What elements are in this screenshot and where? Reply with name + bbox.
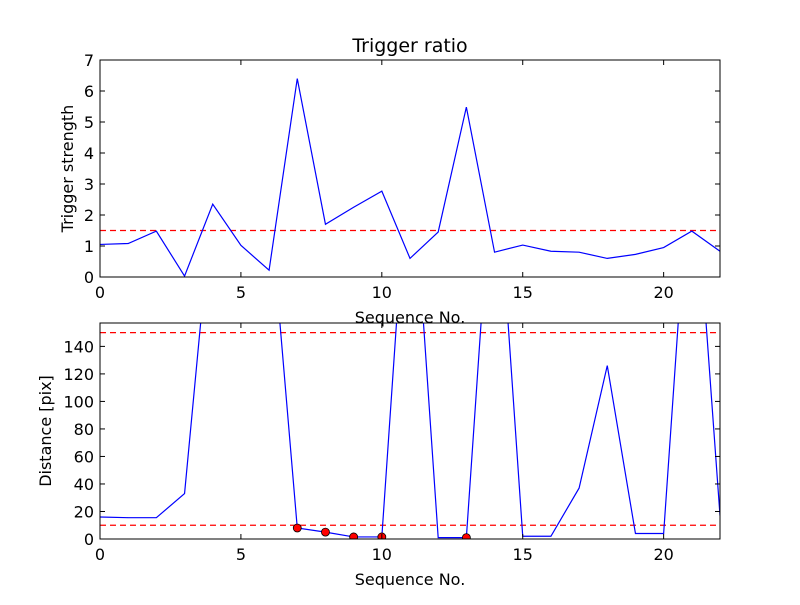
series-line-top-0 bbox=[100, 78, 720, 277]
x-tick-label: 10 bbox=[372, 545, 392, 564]
y-tick-label: 40 bbox=[74, 475, 94, 494]
y-tick-label: 2 bbox=[84, 206, 94, 225]
x-tick-label: 5 bbox=[236, 283, 246, 302]
y-tick-label: 7 bbox=[84, 51, 94, 70]
x-tick-label: 20 bbox=[653, 545, 673, 564]
x-tick-label: 20 bbox=[653, 283, 673, 302]
y-tick-label: 5 bbox=[84, 113, 94, 132]
y-axis-label: Distance [pix] bbox=[36, 375, 55, 487]
axes-frame-bottom bbox=[99, 322, 721, 540]
x-tick-label: 10 bbox=[372, 283, 392, 302]
x-tick-label: 0 bbox=[95, 283, 105, 302]
chart-title: Trigger ratio bbox=[351, 35, 467, 57]
x-tick-label: 5 bbox=[236, 545, 246, 564]
x-axis-label: Sequence No. bbox=[355, 308, 466, 327]
y-axis-label: Trigger strength bbox=[58, 105, 77, 234]
y-tick-label: 6 bbox=[84, 82, 94, 101]
y-tick-label: 100 bbox=[63, 392, 94, 411]
y-tick-label: 80 bbox=[74, 420, 94, 439]
plot-bottom: 0 5 10 15 20 0 20 40 60 80 100 120 140 Sequence No. Di… bbox=[36, 322, 721, 589]
x-tick-label: 15 bbox=[513, 283, 533, 302]
y-tick-label: 4 bbox=[84, 144, 94, 163]
plot-top: 0 5 10 15 20 0 1 2 3 4 5 6 7 Trigger ratio Sequence No… bbox=[58, 35, 721, 327]
y-tick-label: 0 bbox=[84, 530, 94, 549]
x-axis-label: Sequence No. bbox=[355, 570, 466, 589]
data-point-marker bbox=[349, 532, 359, 539]
x-tick-label: 0 bbox=[95, 545, 105, 564]
data-point-marker bbox=[321, 527, 330, 537]
data-point-marker bbox=[461, 533, 471, 539]
x-tick-label: 15 bbox=[513, 545, 533, 564]
data-point-marker bbox=[292, 523, 302, 533]
y-tick-label: 20 bbox=[74, 502, 94, 521]
y-tick-label: 120 bbox=[63, 365, 94, 384]
y-tick-label: 1 bbox=[84, 237, 94, 256]
axes-frame-top bbox=[99, 59, 721, 278]
series-line-bottom-0 bbox=[100, 323, 720, 539]
y-tick-label: 60 bbox=[74, 447, 94, 466]
y-tick-label: 3 bbox=[84, 175, 94, 194]
y-tick-label: 140 bbox=[63, 337, 94, 356]
y-tick-label: 0 bbox=[84, 268, 94, 287]
